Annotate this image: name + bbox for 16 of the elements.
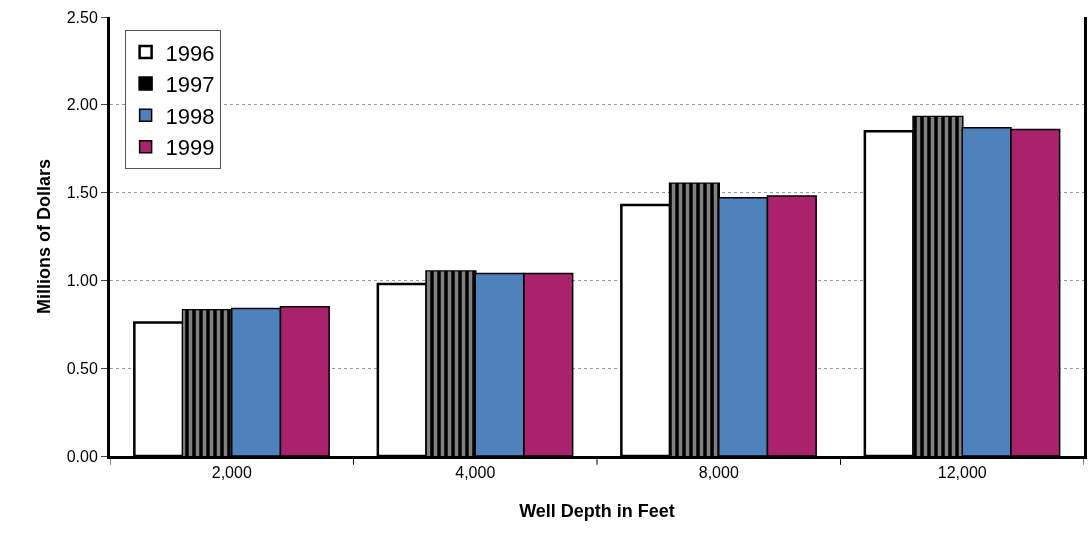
x-tick-label: 2,000: [211, 464, 252, 482]
x-tick-label: 12,000: [937, 464, 987, 482]
y-tick-label: 1.00: [66, 272, 98, 289]
legend-label: 1996: [165, 40, 215, 66]
legend-label: 1998: [165, 103, 215, 129]
y-tick-label: 0.50: [66, 359, 98, 377]
legend-label: 1999: [165, 135, 215, 161]
y-tick-label: 0.00: [66, 447, 98, 465]
y-tick-label: 2.00: [66, 96, 98, 114]
x-tick-label: 8,000: [698, 464, 739, 482]
y-tick-label: 1.50: [66, 184, 98, 202]
y-tick-label: 2.50: [66, 8, 98, 26]
x-axis-title: Well Depth in Feet: [519, 501, 675, 522]
legend-label: 1997: [165, 72, 215, 98]
y-axis-title: Millions of Dollars: [33, 158, 54, 315]
x-tick-label: 4,000: [455, 464, 496, 482]
